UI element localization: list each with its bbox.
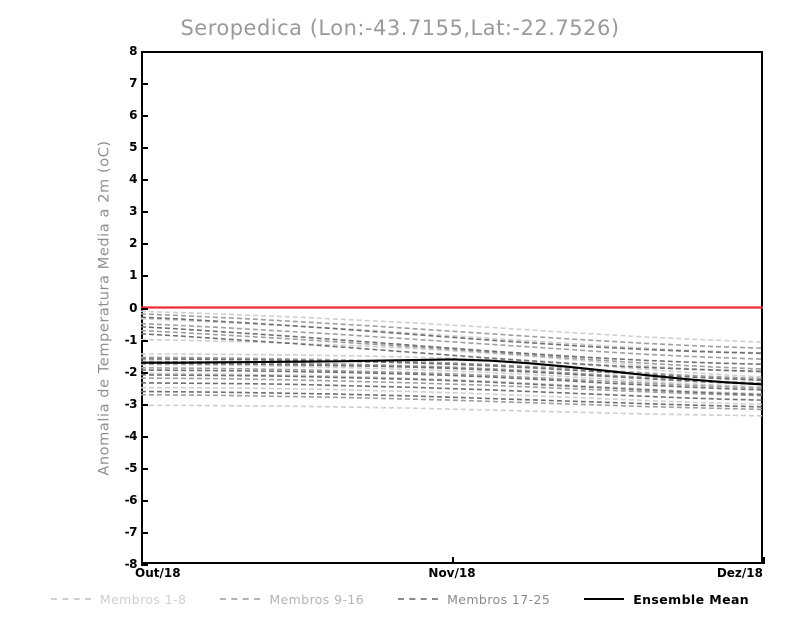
- x-axis-tick-label: Out/18: [135, 566, 181, 580]
- ensemble-forecast-plot: [141, 306, 763, 417]
- y-axis-tick-label: -6: [124, 492, 138, 507]
- plot-area: [141, 51, 763, 564]
- y-axis-tick-mark: [141, 115, 148, 118]
- page-title: Seropedica (Lon:-43.7155,Lat:-22.7526): [180, 16, 620, 40]
- legend-swatch: [220, 598, 261, 600]
- legend-item: Membros 9-16: [220, 592, 364, 607]
- y-axis-tick-mark: [141, 403, 148, 406]
- legend-label: Ensemble Mean: [633, 591, 750, 607]
- y-axis-tick-label: 8: [129, 44, 137, 58]
- y-axis-tick-mark: [141, 499, 148, 502]
- legend-item: Membros 17-25: [398, 592, 550, 607]
- y-axis-tick-mark: [141, 179, 148, 182]
- y-axis-tick-mark: [141, 435, 148, 438]
- y-axis-tick-mark: [141, 275, 148, 278]
- y-axis-tick-mark: [141, 147, 148, 150]
- y-axis-tick-label: 4: [129, 172, 137, 187]
- y-axis-tick-label: 3: [129, 204, 137, 219]
- y-axis-tick-label: 0: [129, 300, 137, 315]
- y-axis-tick-label: -5: [124, 460, 138, 475]
- y-axis-tick-label: 5: [129, 140, 137, 155]
- y-axis-tick-label: 1: [129, 268, 137, 283]
- legend-swatch: [584, 597, 625, 601]
- member-line: [141, 322, 763, 360]
- legend-item: Membros 1-8: [50, 591, 187, 607]
- member-line: [141, 316, 763, 355]
- member-line: [141, 317, 763, 354]
- ensemble-mean-line: [141, 358, 763, 386]
- y-axis-tick-label: -3: [124, 396, 138, 411]
- y-axis-tick-label: 6: [129, 108, 137, 123]
- y-axis-tick-mark: [141, 371, 148, 374]
- y-axis-tick-mark: [141, 243, 148, 246]
- y-axis-tick-mark: [141, 51, 148, 53]
- y-axis-tick-label: -8: [124, 557, 138, 571]
- y-axis-tick-label: 2: [129, 236, 137, 251]
- x-axis-tick-mark: [141, 557, 143, 564]
- x-axis-tick-mark: [452, 557, 454, 564]
- member-line: [141, 390, 763, 408]
- y-axis-tick-mark: [141, 211, 148, 214]
- y-axis-tick-mark: [141, 339, 148, 342]
- y-axis-tick-label: -7: [124, 524, 138, 539]
- member-line: [141, 313, 763, 350]
- x-axis-tick-mark: [763, 557, 765, 564]
- member-line: [141, 310, 763, 343]
- legend-label: Membros 9-16: [269, 591, 365, 607]
- y-axis-tick-label: -1: [124, 332, 138, 347]
- chart-legend: Membros 1-8 Membros 9-16 Membros 17-25 Ense…: [0, 588, 800, 610]
- legend-item: Ensemble Mean: [584, 592, 749, 607]
- y-axis-tick-mark: [141, 531, 148, 534]
- y-axis-tick-mark: [141, 467, 148, 470]
- y-axis-tick-mark: [141, 83, 148, 86]
- x-axis-tick-label: Nov/18: [428, 566, 476, 580]
- legend-label: Membros 1-8: [99, 591, 187, 607]
- y-axis-tick-label: -2: [124, 364, 138, 379]
- y-axis-tick-mark: [141, 564, 148, 566]
- y-axis-tick-labels: 8 7 6 5 4 3 2 1 0 -1 -2 -3 -4 -5 -6 -7 -8: [103, 0, 138, 618]
- y-axis-tick-mark: [141, 307, 148, 310]
- legend-swatch: [398, 598, 439, 600]
- y-axis-tick-label: 7: [129, 76, 137, 91]
- y-axis-tick-label: -4: [124, 428, 138, 443]
- member-line: [141, 332, 763, 373]
- legend-swatch: [50, 598, 91, 600]
- legend-label: Membros 17-25: [447, 591, 551, 607]
- x-axis-tick-label: Dez/18: [716, 566, 763, 580]
